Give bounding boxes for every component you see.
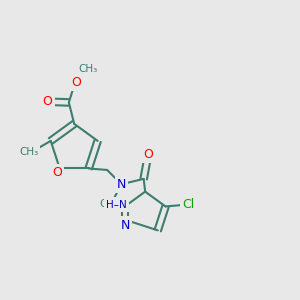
Text: O: O bbox=[71, 76, 81, 89]
Text: N: N bbox=[121, 218, 130, 232]
Text: O: O bbox=[52, 166, 62, 179]
Text: N: N bbox=[117, 178, 126, 191]
Text: CH₃: CH₃ bbox=[99, 200, 118, 209]
Text: O: O bbox=[143, 148, 153, 161]
Text: CH₃: CH₃ bbox=[79, 64, 98, 74]
Text: CH₃: CH₃ bbox=[19, 147, 38, 157]
Text: Cl: Cl bbox=[183, 199, 195, 212]
Text: O: O bbox=[43, 95, 52, 108]
Text: H–N: H–N bbox=[106, 200, 127, 210]
